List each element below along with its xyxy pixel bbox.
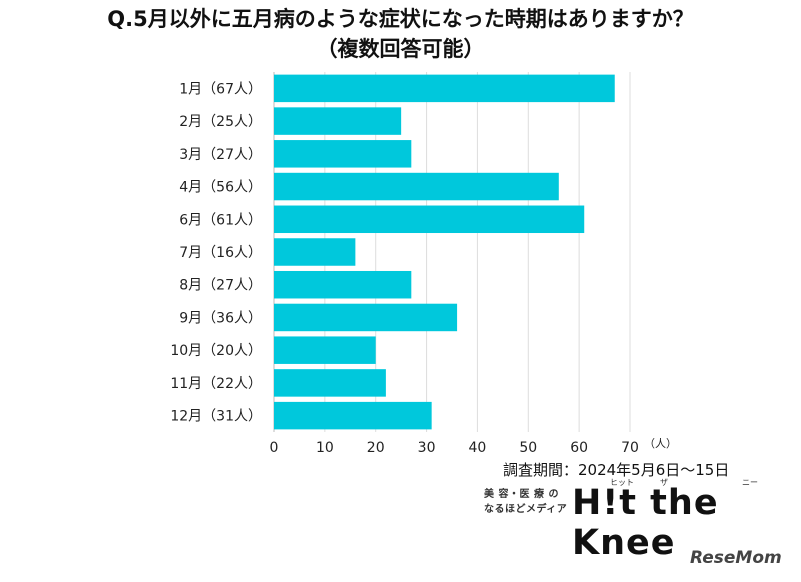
tick-label: 30 bbox=[418, 440, 436, 456]
bar bbox=[274, 107, 402, 135]
bar bbox=[274, 336, 376, 364]
brand-logo: 美 容・医 療 の なるほどメディア ヒット ザ ニー H!t the Knee bbox=[484, 478, 796, 563]
category-label: 7月（16人） bbox=[179, 245, 262, 261]
chart-subtitle: （複数回答可能） bbox=[316, 37, 485, 61]
category-label: 9月（36人） bbox=[179, 310, 262, 326]
brand-tagline: 美 容・医 療 の なるほどメディア bbox=[484, 487, 567, 517]
tick-label: 0 bbox=[270, 440, 279, 456]
category-label: 10月（20人） bbox=[170, 343, 262, 359]
bar bbox=[274, 303, 458, 332]
brand-ruby-the: ザ bbox=[660, 478, 668, 487]
brand-tagline-2: なるほどメディア bbox=[484, 504, 568, 515]
tick-label: 60 bbox=[570, 440, 588, 456]
bar bbox=[274, 369, 386, 397]
tick-label: 70 bbox=[621, 440, 639, 456]
category-label: 3月（27人） bbox=[179, 147, 262, 163]
category-label: 12月（31人） bbox=[170, 409, 262, 425]
survey-period-note: 調査期間：2024年5月6日〜15日 bbox=[503, 461, 730, 479]
tick-label: 50 bbox=[519, 440, 537, 456]
tick-label: 10 bbox=[316, 440, 334, 456]
brand-ruby-hit: ヒット bbox=[610, 478, 634, 487]
bar bbox=[274, 205, 585, 234]
bar bbox=[274, 270, 412, 299]
x-unit-label: （人） bbox=[644, 437, 677, 450]
bar bbox=[274, 140, 412, 168]
category-label: 1月（67人） bbox=[179, 81, 262, 97]
bar bbox=[274, 238, 356, 266]
brand-tagline-1: 美 容・医 療 の bbox=[484, 489, 559, 500]
category-labels: 1月（67人） 2月（25人） 3月（27人） 4月（56人） 6月（61人） 7月（16… bbox=[170, 81, 262, 424]
category-label: 4月（56人） bbox=[179, 180, 262, 196]
bar bbox=[274, 401, 432, 430]
grid-lines bbox=[273, 72, 631, 432]
brand-logo-text: H!t the Knee bbox=[572, 483, 719, 563]
category-label: 11月（22人） bbox=[170, 376, 262, 392]
chart-title: Q.5月以外に五月病のような症状になった時期はありますか？ bbox=[107, 7, 694, 31]
category-label: 8月（27人） bbox=[179, 278, 262, 294]
brand-ruby-knee: ニー bbox=[742, 478, 758, 487]
bar bbox=[274, 172, 559, 201]
tick-label: 40 bbox=[469, 440, 487, 456]
tick-label: 20 bbox=[367, 440, 385, 456]
bars bbox=[274, 74, 615, 430]
bar bbox=[274, 74, 615, 103]
credit-logo: ReseMom bbox=[690, 548, 782, 568]
category-label: 2月（25人） bbox=[179, 114, 262, 130]
tick-labels: 0 10 20 30 40 50 60 70 bbox=[270, 440, 639, 456]
category-label: 6月（61人） bbox=[179, 212, 262, 228]
